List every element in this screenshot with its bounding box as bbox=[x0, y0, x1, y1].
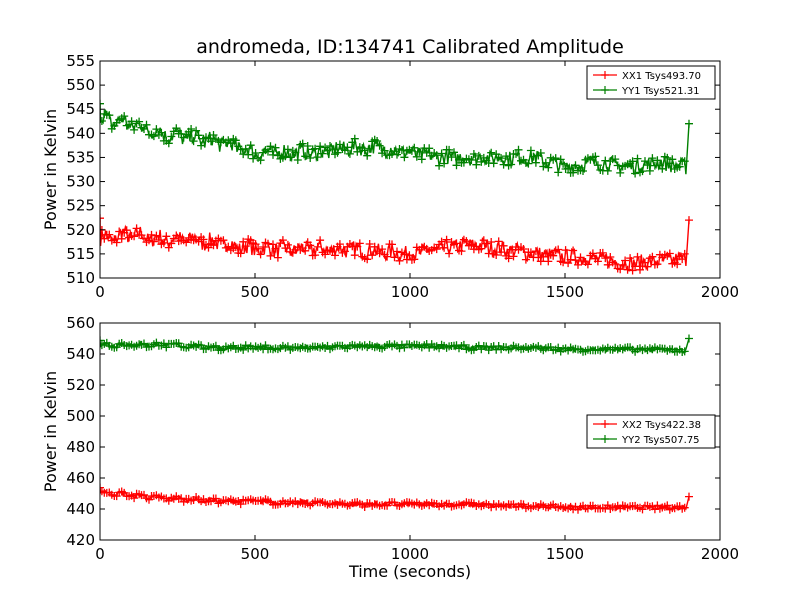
y-tick-label: 460 bbox=[66, 469, 95, 487]
legend-marker bbox=[601, 435, 609, 443]
y-tick-label: 520 bbox=[66, 221, 95, 239]
y-tick-label: 515 bbox=[66, 245, 95, 263]
series-xx1 bbox=[100, 214, 693, 275]
top-y-axis-label: Power in Kelvin bbox=[41, 109, 60, 230]
y-tick-label: 560 bbox=[66, 314, 95, 332]
top-plot-area bbox=[100, 99, 693, 275]
x-tick-label: 1000 bbox=[391, 545, 429, 563]
legend-label-xx2: XX2 Tsys422.38 bbox=[622, 420, 701, 431]
x-tick-label: 0 bbox=[95, 283, 105, 301]
y-tick-label: 440 bbox=[66, 500, 95, 518]
y-tick-label: 420 bbox=[66, 531, 95, 549]
legend-label-yy1: YY1 Tsys521.31 bbox=[621, 86, 700, 97]
bottom-x-axis-label: Time (seconds) bbox=[348, 562, 471, 581]
legend-entry-xx1: XX1 Tsys493.70 bbox=[593, 71, 701, 82]
x-tick-label: 1000 bbox=[391, 283, 429, 301]
series-yy1 bbox=[100, 99, 693, 178]
chart-title: andromeda, ID:134741 Calibrated Amplitud… bbox=[196, 36, 624, 58]
bottom-legend: XX2 Tsys422.38 YY2 Tsys507.75 bbox=[586, 414, 716, 449]
top-legend: XX1 Tsys493.70 YY1 Tsys521.31 bbox=[586, 65, 716, 100]
legend-marker bbox=[601, 420, 609, 428]
y-tick-label: 540 bbox=[66, 345, 95, 363]
legend-marker bbox=[601, 71, 609, 79]
series-markers bbox=[100, 334, 693, 356]
legend-entry-yy1: YY1 Tsys521.31 bbox=[593, 86, 700, 97]
y-tick-label: 530 bbox=[66, 173, 95, 191]
x-tick-label: 500 bbox=[241, 545, 270, 563]
bottom-panel: 0 500 1000 1500 2000 420 440 460 480 500 520 540 560… bbox=[41, 314, 739, 581]
bottom-y-axis-label: Power in Kelvin bbox=[41, 371, 60, 492]
series-markers bbox=[100, 214, 693, 275]
y-tick-label: 550 bbox=[66, 76, 95, 94]
x-tick-label: 1500 bbox=[546, 283, 584, 301]
y-tick-label: 520 bbox=[66, 376, 95, 394]
legend-label-xx1: XX1 Tsys493.70 bbox=[622, 71, 701, 82]
y-tick-label: 500 bbox=[66, 407, 95, 425]
legend-entry-yy2: YY2 Tsys507.75 bbox=[593, 435, 700, 446]
series-xx2 bbox=[100, 483, 693, 514]
bottom-ticks: 0 500 1000 1500 2000 420 440 460 480 500 520 540 560 bbox=[66, 314, 739, 563]
y-tick-label: 510 bbox=[66, 269, 95, 287]
y-tick-label: 525 bbox=[66, 197, 95, 215]
x-tick-label: 2000 bbox=[701, 545, 739, 563]
y-tick-label: 555 bbox=[66, 52, 95, 70]
legend-label-yy2: YY2 Tsys507.75 bbox=[621, 435, 700, 446]
series-yy2 bbox=[100, 334, 693, 356]
y-tick-label: 535 bbox=[66, 148, 95, 166]
series-markers bbox=[100, 483, 693, 514]
y-tick-label: 545 bbox=[66, 100, 95, 118]
top-ticks: 0 500 1000 1500 2000 510 515 520 525 530 535 540 545… bbox=[66, 52, 739, 301]
x-tick-label: 0 bbox=[95, 545, 105, 563]
y-tick-label: 540 bbox=[66, 124, 95, 142]
series-markers bbox=[100, 99, 693, 178]
y-tick-label: 480 bbox=[66, 438, 95, 456]
bottom-legend-box bbox=[586, 414, 716, 449]
bottom-plot-area bbox=[100, 334, 693, 514]
x-tick-label: 500 bbox=[241, 283, 270, 301]
top-legend-box bbox=[586, 65, 716, 100]
legend-marker bbox=[601, 86, 609, 94]
x-tick-label: 1500 bbox=[546, 545, 584, 563]
legend-entry-xx2: XX2 Tsys422.38 bbox=[593, 420, 701, 431]
top-panel: 0 500 1000 1500 2000 510 515 520 525 530 535 540 545… bbox=[41, 52, 739, 301]
x-tick-label: 2000 bbox=[701, 283, 739, 301]
